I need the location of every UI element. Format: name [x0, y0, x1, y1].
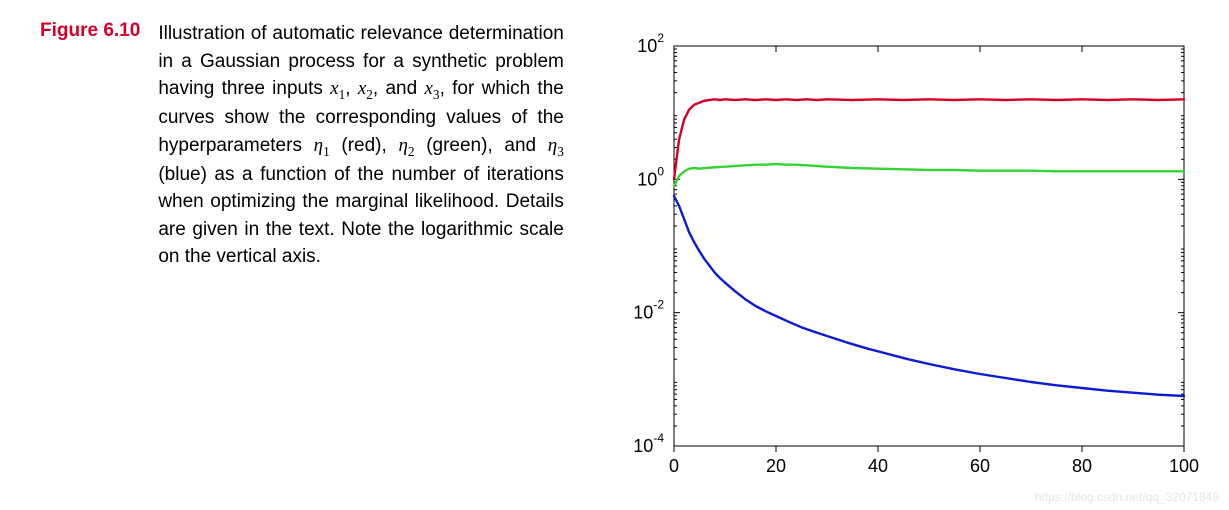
- caption-text: (green), and: [415, 135, 548, 156]
- var-eta2-sub: 2: [408, 144, 415, 159]
- caption-text: ,: [345, 78, 358, 99]
- svg-text:0: 0: [669, 456, 679, 476]
- svg-text:60: 60: [970, 456, 990, 476]
- var-x2: x: [358, 78, 366, 99]
- var-eta3-sub: 3: [557, 144, 564, 159]
- var-eta1: η: [314, 135, 323, 156]
- svg-text:102: 102: [637, 31, 664, 56]
- var-eta3: η: [548, 135, 557, 156]
- caption-text: , and: [373, 78, 425, 99]
- svg-text:100: 100: [1169, 456, 1199, 476]
- caption-text: (blue) as a function of the number of it…: [158, 164, 564, 268]
- caption-block: Figure 6.10 Illustration of automatic re…: [20, 20, 564, 271]
- line-chart: 0 20 40 60 80 100 10-4 10-2 100 102: [594, 26, 1204, 496]
- var-eta1-sub: 1: [323, 144, 330, 159]
- svg-text:100: 100: [637, 164, 664, 189]
- var-eta2: η: [398, 135, 407, 156]
- var-x3: x: [424, 78, 432, 99]
- svg-text:80: 80: [1072, 456, 1092, 476]
- svg-text:20: 20: [766, 456, 786, 476]
- chart-block: 0 20 40 60 80 100 10-4 10-2 100 102: [564, 20, 1209, 501]
- caption-text: (red),: [330, 135, 399, 156]
- svg-text:10-2: 10-2: [633, 298, 664, 323]
- figure-caption: Illustration of automatic relevance dete…: [158, 20, 564, 271]
- var-x3-sub: 3: [433, 87, 440, 102]
- var-x1: x: [330, 78, 338, 99]
- figure-container: Figure 6.10 Illustration of automatic re…: [20, 20, 1209, 501]
- svg-text:40: 40: [868, 456, 888, 476]
- var-x2-sub: 2: [366, 87, 373, 102]
- figure-label: Figure 6.10: [40, 20, 158, 42]
- svg-text:10-4: 10-4: [633, 431, 664, 456]
- watermark-text: https://blog.csdn.net/qq_32071849: [1035, 490, 1219, 504]
